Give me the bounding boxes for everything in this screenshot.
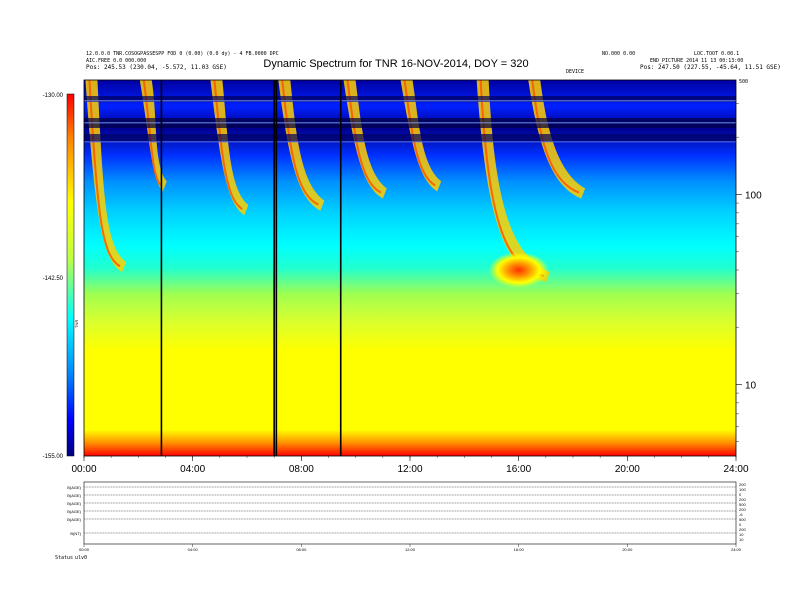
data-gap-3 — [275, 80, 278, 456]
data-gap-2 — [273, 80, 275, 456]
lower-row-label-5: B(NT) — [70, 531, 81, 536]
header-right-small-c: 500 — [739, 79, 749, 85]
lower-row-label-3: B(AGE) — [67, 509, 81, 514]
lower-right-label-1: 100 — [739, 487, 746, 492]
burst-core-1 — [88, 80, 121, 268]
colorbar-max-label: -130.00 — [43, 93, 64, 99]
lower-right-label-7: 500 — [739, 517, 746, 522]
burst-core-7 — [479, 80, 545, 277]
burst-core-4 — [281, 80, 319, 206]
burst-core-5 — [346, 80, 382, 194]
x-tick-label-2: 08:00 — [289, 464, 314, 475]
status-label: Status — [55, 555, 74, 561]
colorbar-min-label: -155.00 — [43, 454, 64, 460]
lower-right-label-4: 500 — [739, 502, 746, 507]
data-gap-4 — [339, 80, 342, 456]
data-gap-1 — [160, 80, 163, 456]
y-tick-label-1: 100 — [745, 190, 762, 201]
header-left-line3: Pos: 245.53 (230.04, -5.572, 11.03 GSE) — [86, 64, 227, 71]
lower-row-label-0: B(AGE) — [67, 485, 81, 490]
colorbar — [66, 93, 75, 457]
interference-band-3 — [84, 134, 736, 142]
lower-row-label-1: B(AGE) — [67, 493, 81, 498]
lower-right-label-6: -6 — [739, 512, 743, 517]
interference-line-3 — [84, 141, 736, 143]
y-tick-label-0: 10 — [745, 380, 757, 391]
header-left-line2: AIC.FREE 0.0 000.000 — [86, 58, 147, 64]
interference-line-2 — [84, 122, 736, 124]
burst-5 — [343, 80, 387, 199]
burst-3 — [210, 80, 249, 216]
burst-core-3 — [213, 80, 243, 210]
lower-right-label-10: 10 — [739, 532, 744, 537]
spectrogram-image — [84, 80, 736, 456]
header-right-line1: NO.000 0.00 — [602, 51, 636, 57]
lower-x-tick-label-3: 12:00 — [405, 547, 416, 552]
header-left-line1: 12.0.0.0 TNR.COSOGPASSESPP FOD 0 (0.00) … — [86, 51, 279, 57]
header-right-line3: Pos: 247.50 (227.55, -45.64, 11.51 GSE) — [640, 64, 781, 71]
burst-core-2 — [142, 80, 162, 187]
lower-right-label-11: 10 — [739, 537, 744, 542]
burst-8 — [528, 80, 586, 199]
x-tick-label-4: 16:00 — [506, 464, 531, 475]
lower-x-tick-label-4: 16:00 — [514, 547, 525, 552]
header-right-small-a: END_PICTURE 2014 11 13 00:13:00 — [650, 58, 744, 64]
lower-x-tick-label-6: 24:00 — [731, 547, 742, 552]
burst-2 — [139, 80, 167, 192]
lower-right-label-0: 200 — [739, 482, 746, 487]
burst-core-8 — [531, 80, 580, 194]
burst-6 — [400, 80, 442, 192]
colorbar-mid-label: -142.50 — [43, 276, 64, 282]
burst-4 — [278, 80, 325, 211]
burst-1 — [85, 80, 127, 273]
lower-right-label-3: 200 — [739, 497, 746, 502]
plot-frame — [83, 79, 737, 457]
lower-x-tick-label-0: 00:00 — [79, 547, 90, 552]
lower-right-label-9: 200 — [739, 527, 746, 532]
lower-right-label-2: 0 — [739, 492, 742, 497]
x-tick-label-3: 12:00 — [397, 464, 422, 475]
lower-x-tick-label-1: 04:00 — [188, 547, 199, 552]
lower-right-label-5: 200 — [739, 507, 746, 512]
x-tick-label-1: 04:00 — [180, 464, 205, 475]
burst-core-6 — [403, 80, 436, 187]
burst-7 — [476, 80, 550, 283]
x-tick-label-0: 00:00 — [71, 464, 96, 475]
lower-x-tick-label-2: 08:00 — [296, 547, 307, 552]
lower-row-label-2: B(AGE) — [67, 501, 81, 506]
lower-right-label-8: 0 — [739, 522, 742, 527]
header-right-small-b: DEVICE — [566, 69, 585, 75]
x-tick-label-5: 20:00 — [615, 464, 640, 475]
chart-title: Dynamic Spectrum for TNR 16-NOV-2014, DO… — [263, 58, 529, 70]
status-value: ulv0 — [75, 555, 88, 561]
lower-row-label-4: B(AGE) — [67, 517, 81, 522]
interference-band-2 — [84, 118, 736, 128]
header-right-line2: LOC.TOOT 0.00.1 — [694, 51, 740, 57]
lower-x-tick-label-5: 20:00 — [622, 547, 633, 552]
interference-line-1 — [84, 100, 736, 102]
x-tick-label-6: 24:00 — [723, 464, 748, 475]
colorbar-title: TNR — [74, 320, 79, 328]
burst-hotspot — [488, 252, 549, 289]
interference-band-1 — [84, 96, 736, 102]
lower-panel-frame — [83, 481, 737, 545]
